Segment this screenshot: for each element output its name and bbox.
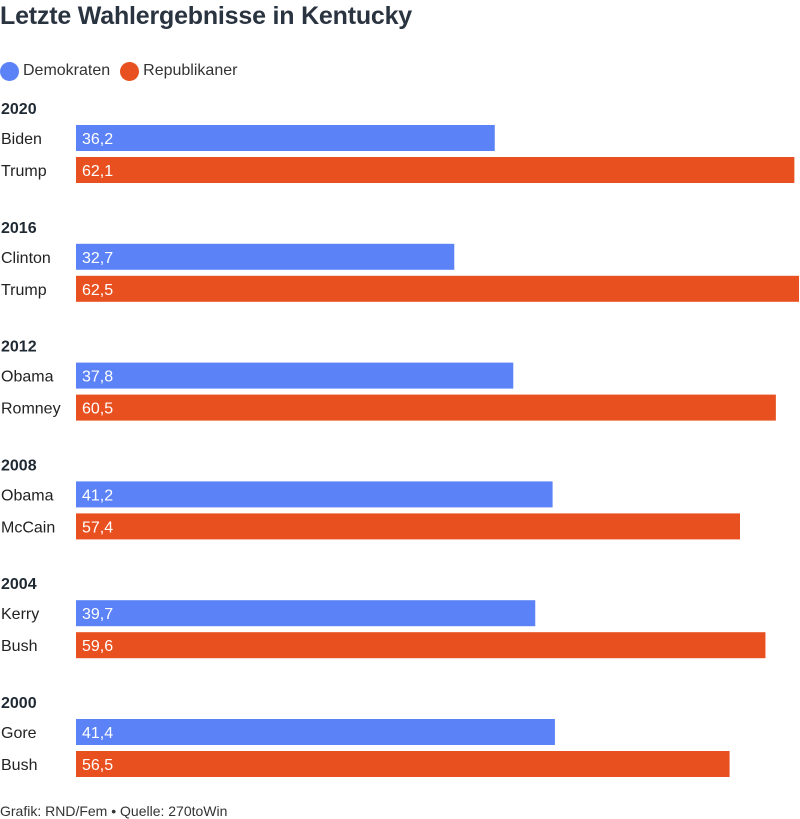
candidate-label: Clinton xyxy=(1,250,51,267)
bar-2008-mccain xyxy=(76,513,741,540)
legend-item-republicans: Republikaner xyxy=(120,61,238,81)
bar-2016-clinton xyxy=(76,243,455,270)
legend-swatch-republicans xyxy=(120,61,140,81)
legend-label-democrats: Demokraten xyxy=(23,62,111,79)
bar-value-label: 62,5 xyxy=(82,282,113,299)
candidate-label: Obama xyxy=(1,369,54,386)
candidate-label: McCain xyxy=(1,519,55,536)
year-label-2004: 2004 xyxy=(1,576,37,593)
bar-value-label: 39,7 xyxy=(82,606,113,623)
bar-value-label: 36,2 xyxy=(82,131,113,148)
candidate-label: Bush xyxy=(1,638,37,655)
candidate-label: Bush xyxy=(1,757,37,774)
bar-2000-gore xyxy=(76,719,555,745)
legend-swatch-democrats xyxy=(0,61,19,81)
bar-2016-trump xyxy=(76,275,799,302)
bar-value-label: 56,5 xyxy=(82,757,113,774)
candidate-label: Kerry xyxy=(1,606,39,623)
year-label-2008: 2008 xyxy=(1,457,37,474)
bar-2020-biden xyxy=(76,125,495,151)
bar-value-label: 41,4 xyxy=(82,725,113,742)
legend: Demokraten Republikaner xyxy=(0,60,247,82)
legend-item-democrats: Demokraten xyxy=(0,61,111,81)
year-label-2000: 2000 xyxy=(1,695,37,712)
bar-chart: 2020 Biden 36,2 Trump 62,1 2016 Clinton 32,7 Tru… xyxy=(1,101,799,777)
year-label-2020: 2020 xyxy=(1,101,37,118)
candidate-label: Romney xyxy=(1,401,61,418)
candidate-label: Gore xyxy=(1,725,37,742)
bar-2000-bush xyxy=(76,751,730,777)
bar-2012-obama xyxy=(76,362,514,389)
candidate-label: Trump xyxy=(1,163,47,180)
bar-value-label: 41,2 xyxy=(82,487,113,504)
bar-value-label: 60,5 xyxy=(82,401,113,418)
year-label-2012: 2012 xyxy=(1,339,37,356)
bar-value-label: 57,4 xyxy=(82,519,113,536)
legend-label-republicans: Republikaner xyxy=(143,62,238,79)
chart-title: Letzte Wahlergebnisse in Kentucky xyxy=(0,2,413,30)
source-footer: Grafik: RND/Fem • Quelle: 270toWin xyxy=(0,803,228,819)
bar-2008-obama xyxy=(76,481,553,508)
candidate-label: Biden xyxy=(1,131,42,148)
bar-value-label: 32,7 xyxy=(82,250,113,267)
bar-value-label: 37,8 xyxy=(82,369,113,386)
candidate-label: Obama xyxy=(1,487,54,504)
candidate-label: Trump xyxy=(1,282,47,299)
bar-2020-trump xyxy=(76,157,795,183)
bar-2004-kerry xyxy=(76,600,536,627)
bar-2012-romney xyxy=(76,394,776,421)
year-label-2016: 2016 xyxy=(1,220,37,237)
bar-value-label: 59,6 xyxy=(82,638,113,655)
bar-2004-bush xyxy=(76,632,766,659)
bar-value-label: 62,1 xyxy=(82,163,113,180)
